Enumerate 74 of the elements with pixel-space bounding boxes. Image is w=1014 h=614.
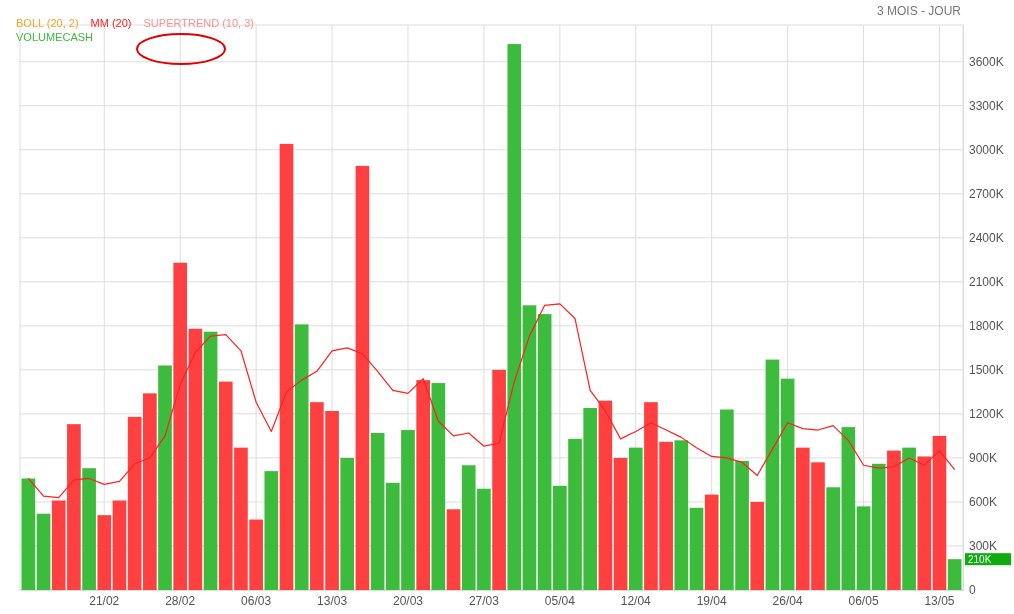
bar xyxy=(598,400,613,590)
text: VOLUMECASH xyxy=(16,31,94,43)
x-tick-label: 06/03 xyxy=(241,593,272,608)
bar xyxy=(765,359,780,590)
bar xyxy=(112,500,127,590)
x-tick-label: 19/04 xyxy=(696,593,728,608)
y-tick-label: 3000K xyxy=(969,143,1004,158)
bar xyxy=(689,507,704,590)
bar xyxy=(416,380,430,590)
x-tick-label: 21/02 xyxy=(89,593,120,608)
bar xyxy=(143,393,157,590)
x-tick-label: 12/04 xyxy=(620,593,652,608)
bar xyxy=(431,383,446,590)
y-tick-label: 1500K xyxy=(969,363,1004,378)
bar xyxy=(704,494,719,590)
bar xyxy=(902,447,916,590)
bar xyxy=(887,450,901,590)
bar xyxy=(36,513,51,590)
bar xyxy=(932,435,947,590)
bar xyxy=(613,457,628,590)
x-tick-label: 20/03 xyxy=(392,593,424,608)
bar xyxy=(507,44,522,590)
x-tick-label: 13/05 xyxy=(924,593,955,608)
x-tick-label: 06/05 xyxy=(848,593,879,608)
bar xyxy=(674,440,689,590)
y-tick-label: 3300K xyxy=(969,99,1004,114)
x-tick-label: 28/02 xyxy=(165,593,196,608)
bar xyxy=(173,262,188,590)
bar xyxy=(340,457,355,590)
bar xyxy=(355,165,370,590)
bar xyxy=(856,506,871,590)
bar xyxy=(203,331,218,590)
y-tick-label: 900K xyxy=(969,451,998,466)
bar xyxy=(628,447,643,590)
y-tick-label: 2400K xyxy=(969,231,1004,246)
y-tick-label: 600K xyxy=(969,495,998,510)
bar xyxy=(947,559,962,590)
y-tick-label: 3600K xyxy=(969,55,1004,70)
text: 210K xyxy=(968,554,992,566)
x-tick-label: 05/04 xyxy=(544,593,576,608)
x-tick-label: 26/04 xyxy=(772,593,803,608)
y-tick-label: 2700K xyxy=(969,187,1004,202)
bar xyxy=(188,328,203,590)
y-tick-label: 1800K xyxy=(969,319,1004,334)
chart-title: 3 MOIS - JOUR xyxy=(876,4,962,18)
x-tick-label: 13/03 xyxy=(317,593,348,608)
x-tick-label: 27/03 xyxy=(468,593,500,608)
bar xyxy=(294,324,309,590)
bar xyxy=(82,468,96,590)
bar xyxy=(841,427,856,590)
y-tick-label: 300K xyxy=(969,539,998,554)
legend-label: SUPERTREND (10, 3) xyxy=(143,17,254,29)
y-tick-label: 2100K xyxy=(969,275,1004,290)
bar xyxy=(370,432,385,590)
bar xyxy=(127,416,142,590)
legend-label: BOLL (20, 2) xyxy=(16,17,79,29)
bar xyxy=(871,463,886,590)
y-tick-label: 0 xyxy=(969,583,976,598)
bar xyxy=(279,143,294,590)
line-series xyxy=(27,303,956,499)
bar xyxy=(446,509,461,590)
text: MM (20) xyxy=(90,17,132,29)
bar xyxy=(97,515,112,590)
bar xyxy=(917,456,932,590)
bar xyxy=(492,369,506,590)
bar xyxy=(750,501,765,590)
bar xyxy=(537,314,552,590)
bar xyxy=(826,487,840,590)
bar xyxy=(21,478,36,590)
bar xyxy=(780,378,795,590)
y-tick-label: 1200K xyxy=(969,407,1004,422)
bar xyxy=(264,471,279,590)
bar xyxy=(522,305,537,590)
bar xyxy=(158,365,172,590)
